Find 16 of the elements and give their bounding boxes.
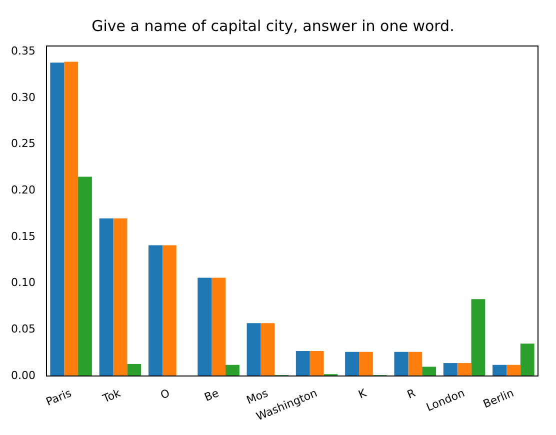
chart-title: Give a name of capital city, answer in one word. <box>92 16 454 35</box>
x-tick-label: Paris <box>44 386 74 409</box>
y-tick-label: 0.00 <box>10 368 36 382</box>
y-tick-label: 0.10 <box>10 276 36 290</box>
y-tick-label: 0.25 <box>10 137 36 150</box>
y-tick-label: 0.30 <box>10 90 36 104</box>
x-tick-label: Be <box>202 386 221 404</box>
y-tick-label: 0.05 <box>10 322 36 336</box>
x-tick-label: O <box>158 386 172 402</box>
x-tick-label: Tok <box>100 386 124 406</box>
x-tick-label: Berlin <box>481 386 516 411</box>
y-tick-label: 0.15 <box>10 230 36 243</box>
x-tick-label: K <box>356 386 369 402</box>
y-tick-label: 0.35 <box>10 44 36 58</box>
x-tick-label: R <box>405 386 418 402</box>
y-tick-label: 0.20 <box>10 183 36 196</box>
